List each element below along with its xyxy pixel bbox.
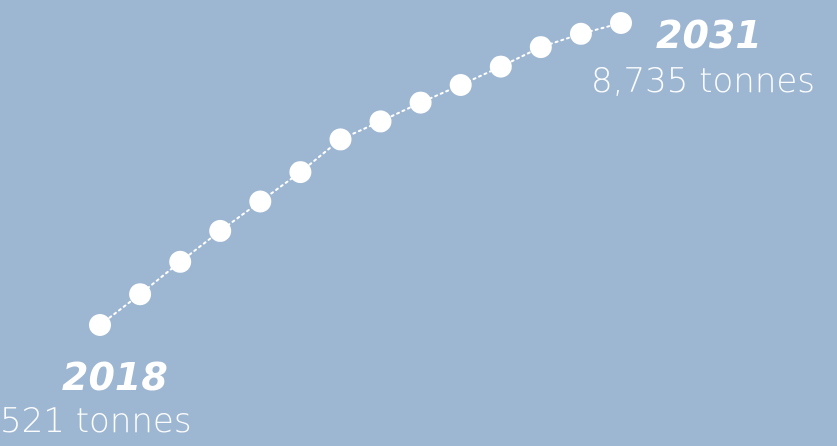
data-point-2024 (329, 128, 352, 151)
data-point-2031 (610, 12, 632, 34)
series-line (99, 22, 622, 326)
data-point-2030 (569, 22, 592, 45)
data-point-2021 (209, 219, 232, 242)
data-point-2027 (449, 74, 472, 96)
data-point-2028 (489, 55, 512, 78)
data-point-2025 (369, 110, 392, 133)
data-point-2018 (89, 314, 111, 336)
data-point-2023 (289, 161, 312, 184)
data-point-2029 (529, 36, 552, 59)
data-point-2026 (409, 91, 432, 114)
data-point-2022 (249, 190, 272, 213)
data-point-2020 (169, 250, 192, 273)
data-markers (89, 12, 632, 336)
data-point-2019 (129, 283, 152, 306)
end-value-label: 8,735 tonnes (591, 61, 816, 101)
start-year-label: 2018 (62, 355, 168, 399)
start-value-label: 521 tonnes (0, 401, 192, 441)
end-year-label: 2031 (656, 13, 762, 57)
